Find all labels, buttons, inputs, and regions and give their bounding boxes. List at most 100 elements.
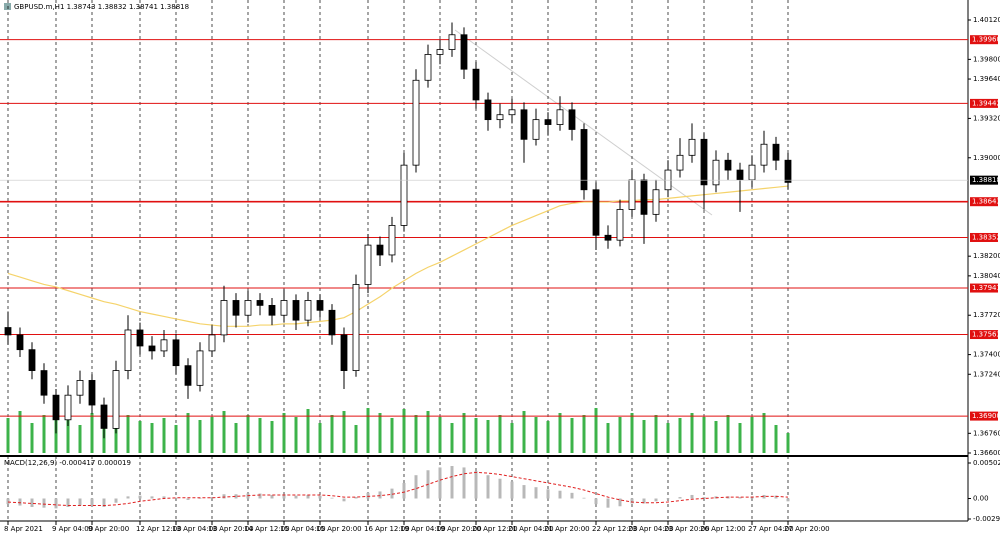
y-tick-label: 1.36760 <box>973 429 1000 437</box>
candle-body <box>508 109 516 116</box>
volume-bar <box>138 421 142 453</box>
y-tick-label: 1.38200 <box>973 252 1000 260</box>
volume-bar <box>222 411 226 453</box>
candle-body <box>4 327 12 336</box>
macd-histogram-bar <box>438 467 442 499</box>
macd-histogram-bar <box>54 498 58 509</box>
volume-bar <box>426 411 430 453</box>
macd-histogram-bar <box>378 491 382 499</box>
volume-bar <box>378 413 382 453</box>
macd-histogram-bar <box>762 494 766 499</box>
candle-body <box>556 109 564 125</box>
candle-body <box>196 350 204 386</box>
volume-bar <box>90 413 94 453</box>
x-tick-label: 21 Apr 20:00 <box>544 525 590 533</box>
y-tick-label: 1.37720 <box>973 311 1000 319</box>
volume-bar <box>594 408 598 453</box>
x-tick-label: 27 Apr 20:00 <box>784 525 830 533</box>
level-label-box <box>970 197 998 207</box>
y-tick-label: 1.39320 <box>973 114 1000 122</box>
macd-y-tick-label: -0.002904 <box>973 515 1000 523</box>
macd-histogram-bar <box>546 489 550 499</box>
macd-histogram-bar <box>66 498 70 507</box>
volume-bar <box>234 423 238 453</box>
candle-body <box>640 179 648 215</box>
candle-body <box>340 334 348 371</box>
macd-histogram-bar <box>522 485 526 499</box>
candle-body <box>652 189 660 215</box>
level-label: 1.36900 <box>972 412 1000 420</box>
macd-histogram-bar <box>330 497 334 499</box>
macd-histogram-bar <box>774 495 778 499</box>
level-label-box <box>970 232 998 242</box>
candle-body <box>376 244 384 256</box>
volume-bar <box>534 417 538 453</box>
level-label: 1.39442 <box>972 99 1000 107</box>
macd-histogram-bar <box>198 498 202 499</box>
level-label: 1.39960 <box>972 36 1000 44</box>
macd-histogram-bar <box>150 496 154 499</box>
y-tick-label: 1.37400 <box>973 351 1000 359</box>
level-label-box <box>970 283 998 293</box>
volume-bar <box>438 417 442 453</box>
x-tick-label: 13 Apr 04:00 <box>172 525 218 533</box>
volume-bar <box>762 413 766 453</box>
macd-histogram-bar <box>258 493 262 499</box>
candle-body <box>436 49 444 55</box>
volume-bar <box>186 413 190 453</box>
level-label: 1.38352 <box>972 233 1000 241</box>
candle-body <box>424 54 432 81</box>
macd-histogram-bar <box>102 498 106 507</box>
candle-body <box>184 365 192 386</box>
x-tick-label: 22 Apr 12:00 <box>592 525 638 533</box>
macd-histogram-bar <box>234 494 238 499</box>
candle-body <box>712 159 720 186</box>
macd-histogram-bar <box>186 498 190 500</box>
macd-y-tick-label: 0.00 <box>973 494 989 502</box>
y-tick-label: 1.39800 <box>973 55 1000 63</box>
macd-histogram-bar <box>570 492 574 499</box>
macd-histogram-bar <box>354 497 358 499</box>
candle-body <box>232 300 240 316</box>
candle-body <box>724 159 732 171</box>
volume-bar <box>714 421 718 453</box>
level-label: 1.38643 <box>972 198 1000 206</box>
macd-histogram-bar <box>114 498 118 503</box>
candle-body <box>784 159 792 183</box>
x-tick-label: 16 Apr 12:00 <box>364 525 410 533</box>
macd-histogram-bar <box>6 498 10 505</box>
candle-body <box>328 309 336 336</box>
volume-bar <box>630 413 634 453</box>
macd-histogram-bar <box>30 498 34 507</box>
candle-body <box>412 79 420 166</box>
volume-bar <box>414 415 418 453</box>
current-price-label: 1.38818 <box>972 176 1000 184</box>
candle-body <box>748 164 756 181</box>
macd-histogram-bar <box>618 498 622 507</box>
y-tick-label: 1.38040 <box>973 272 1000 280</box>
x-tick-label: 19 Apr 04:00 <box>400 525 446 533</box>
level-label: 1.37563 <box>972 331 1000 339</box>
candle-body <box>220 300 228 336</box>
macd-histogram-bar <box>270 494 274 499</box>
candle-body <box>352 284 360 371</box>
candle-body <box>448 34 456 50</box>
x-tick-label: 15 Apr 04:00 <box>280 525 326 533</box>
x-tick-label: 23 Apr 20:00 <box>664 525 710 533</box>
volume-bar <box>354 425 358 453</box>
x-tick-label: 21 Apr 04:00 <box>508 525 554 533</box>
volume-bar <box>642 420 646 453</box>
candle-body <box>676 154 684 171</box>
candle-body <box>52 394 60 421</box>
macd-histogram-bar <box>582 497 586 499</box>
macd-histogram-bar <box>786 498 790 502</box>
volume-bar <box>114 428 118 453</box>
candle-body <box>628 179 636 210</box>
y-tick-label: 1.40120 <box>973 16 1000 24</box>
x-tick-label: 27 Apr 04:00 <box>748 525 794 533</box>
x-tick-label: 20 Apr 12:00 <box>472 525 518 533</box>
x-tick-label: 9 Apr 04:00 <box>52 525 93 533</box>
volume-bar <box>582 415 586 453</box>
candle-body <box>316 300 324 311</box>
candle-body <box>64 394 72 421</box>
